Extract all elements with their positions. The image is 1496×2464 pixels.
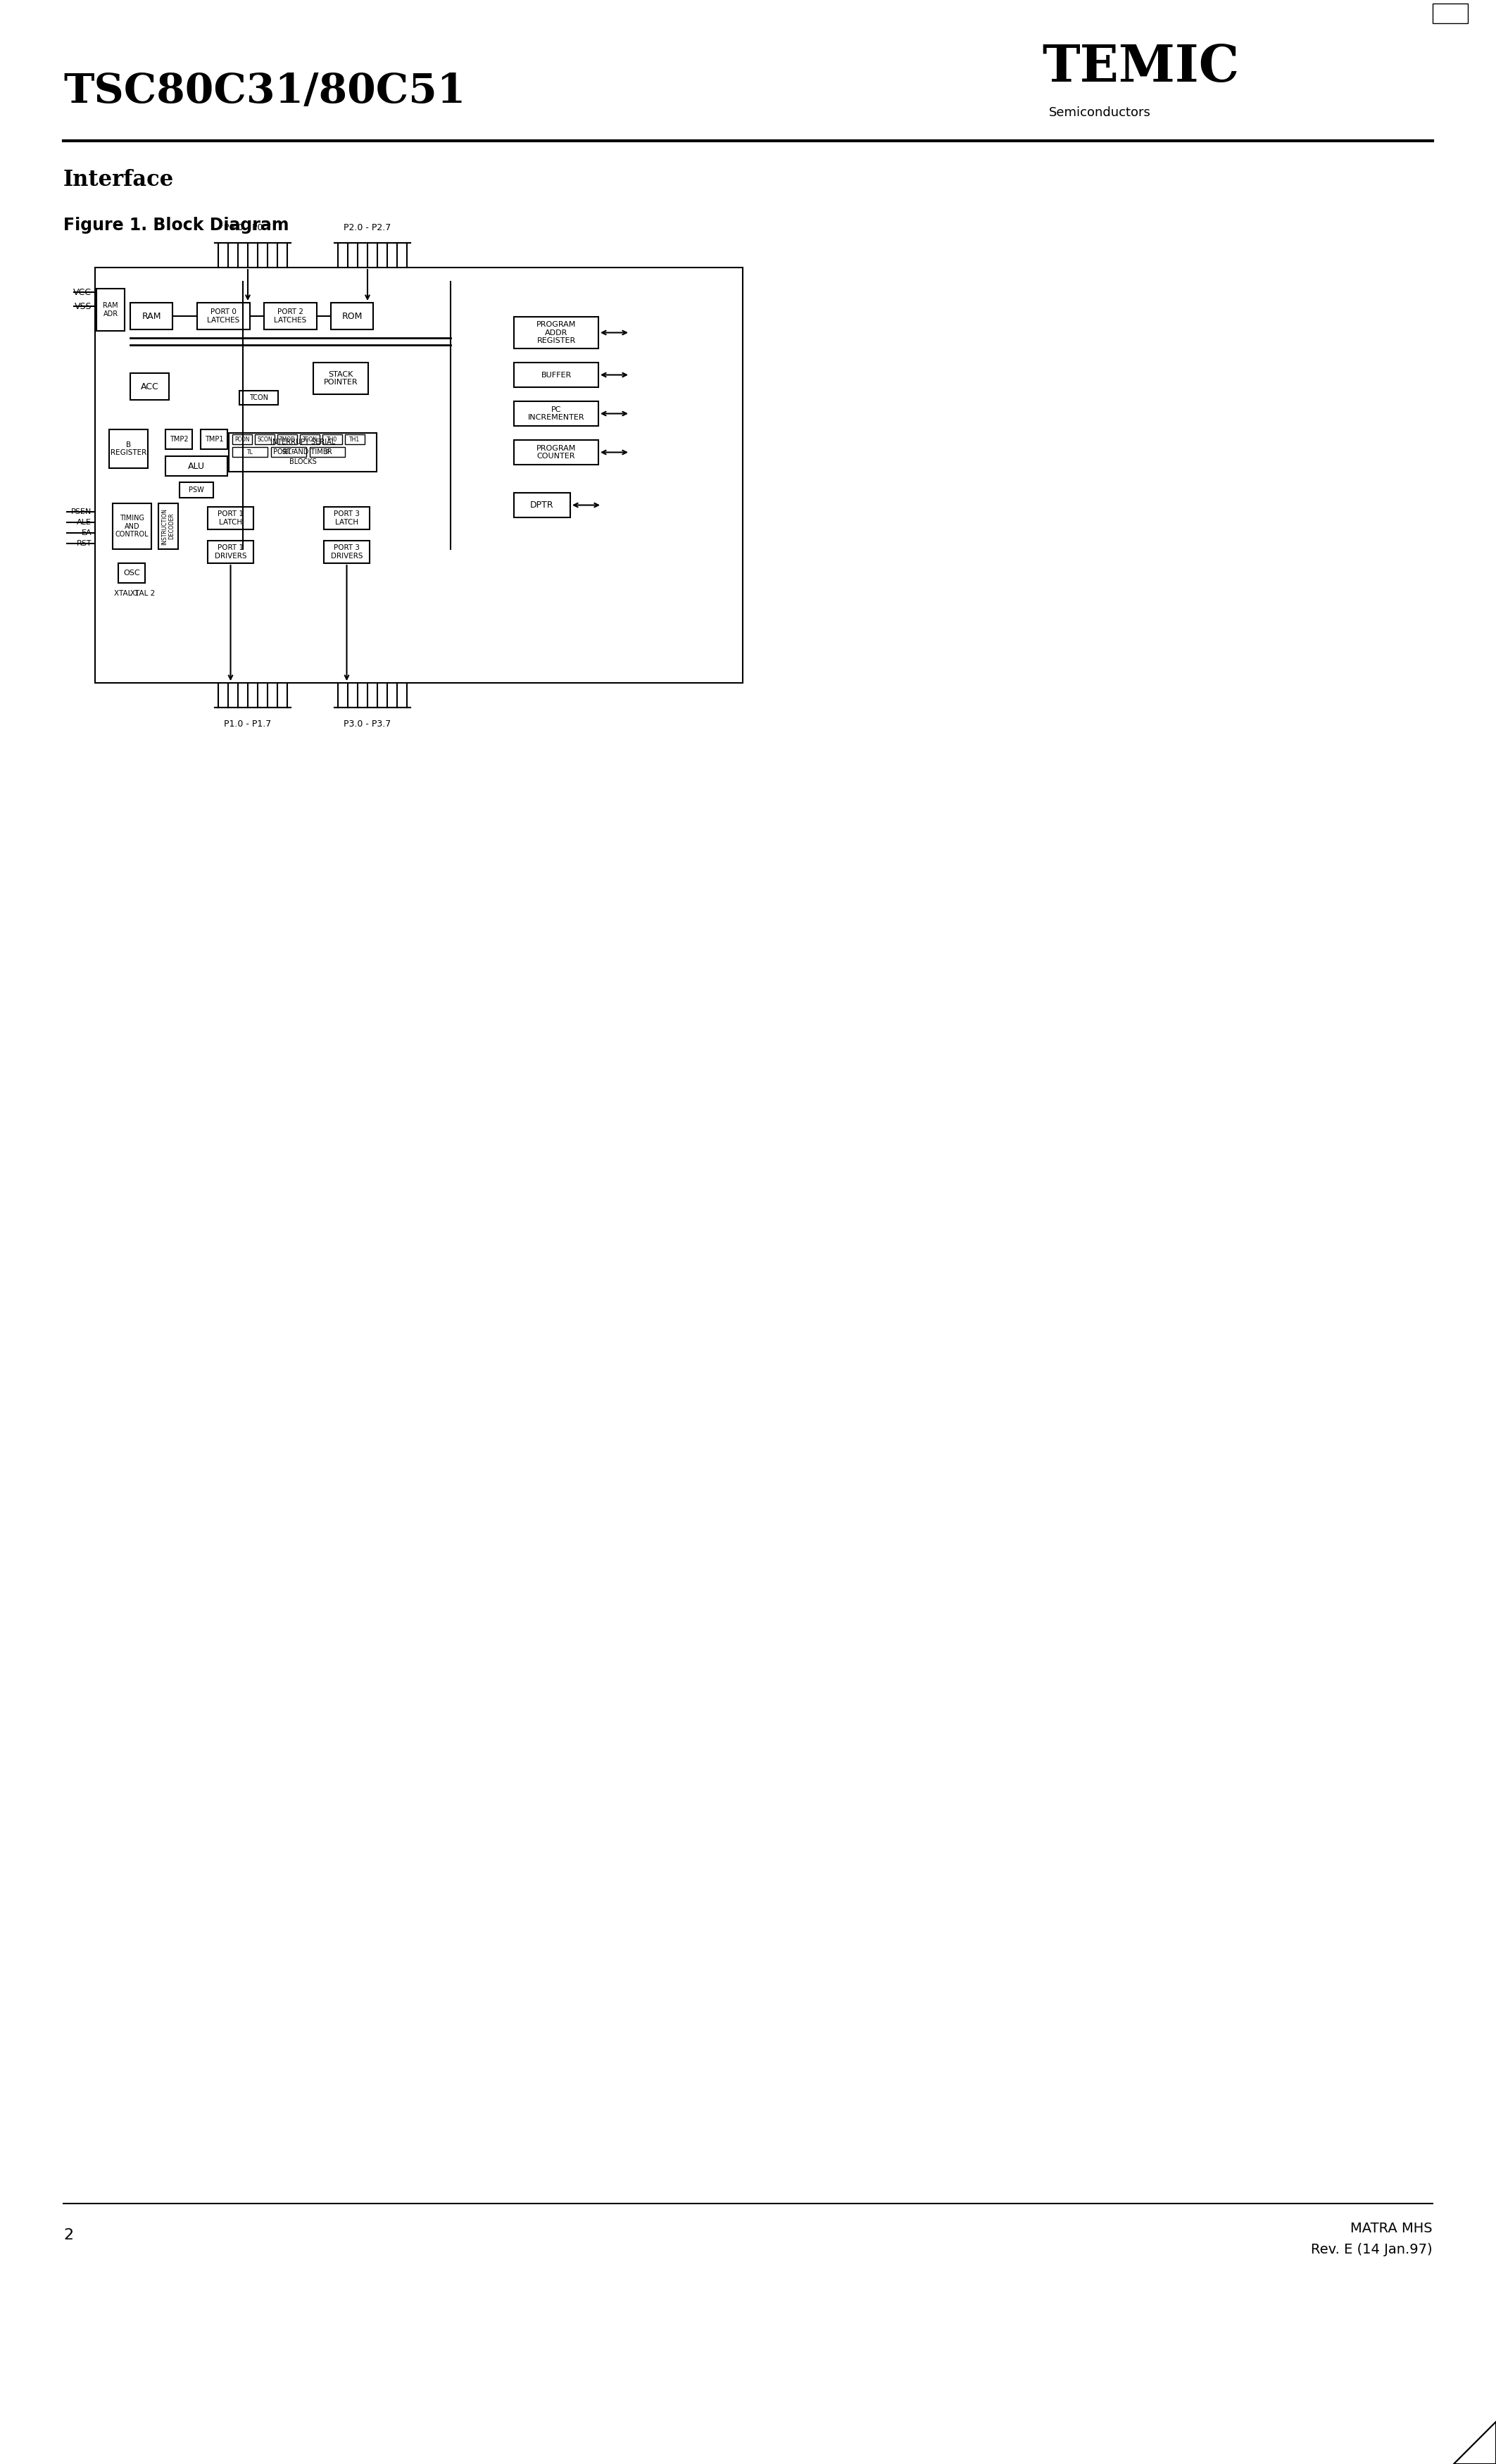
Text: P2.0 - P2.7: P2.0 - P2.7 [344, 224, 390, 232]
Bar [197, 303, 250, 330]
Bar [159, 503, 178, 549]
Bar [130, 372, 169, 399]
Bar [1433, 2, 1468, 22]
Text: P3.0 - P3.7: P3.0 - P3.7 [344, 719, 390, 729]
Bar [166, 429, 191, 448]
Text: PSW: PSW [188, 485, 203, 493]
Text: PROGRAM
COUNTER: PROGRAM COUNTER [537, 444, 576, 461]
Text: PORT 2
LATCHES: PORT 2 LATCHES [274, 308, 307, 323]
Text: PROGRAM
ADDR
REGISTER: PROGRAM ADDR REGISTER [537, 320, 576, 345]
Text: IP: IP [325, 448, 329, 456]
Text: DPTR: DPTR [530, 500, 554, 510]
Bar [239, 392, 278, 404]
Text: MATRA MHS: MATRA MHS [1351, 2223, 1433, 2235]
Text: TH1: TH1 [350, 436, 361, 444]
Text: TH0: TH0 [328, 436, 338, 444]
Bar [109, 429, 148, 468]
Text: ACC: ACC [141, 382, 159, 392]
Bar [96, 269, 742, 683]
Bar [271, 446, 307, 456]
Text: PORT 3
DRIVERS: PORT 3 DRIVERS [331, 545, 362, 559]
Bar [515, 441, 598, 466]
Text: BUFFER: BUFFER [542, 372, 571, 379]
Text: ROM: ROM [341, 310, 362, 320]
Text: TL: TL [247, 448, 253, 456]
Text: INTERRUPT SERIAL: INTERRUPT SERIAL [271, 439, 335, 446]
Bar [515, 493, 570, 517]
Text: Interface: Interface [63, 168, 174, 190]
Bar [166, 456, 227, 476]
Bar [299, 434, 320, 444]
Bar [200, 429, 227, 448]
Text: RAM: RAM [142, 310, 162, 320]
Text: 2: 2 [63, 2227, 73, 2242]
Bar [96, 288, 124, 330]
Bar [323, 434, 343, 444]
Text: Rev. E (14 Jan.97): Rev. E (14 Jan.97) [1310, 2242, 1433, 2257]
Bar [323, 540, 370, 564]
Text: PC
INCREMENTER: PC INCREMENTER [528, 407, 585, 421]
Bar [346, 434, 365, 444]
Text: TMOD: TMOD [280, 436, 295, 444]
Text: ALE: ALE [76, 520, 91, 525]
Text: SBLF: SBLF [283, 448, 295, 456]
Text: SCON: SCON [257, 436, 272, 444]
Text: Figure 1. Block Diagram: Figure 1. Block Diagram [63, 217, 289, 234]
Bar [232, 434, 251, 444]
Bar [130, 303, 172, 330]
Text: PCON: PCON [235, 436, 250, 444]
Bar [208, 540, 253, 564]
Text: OSC: OSC [123, 569, 141, 577]
Text: PORT 3
LATCH: PORT 3 LATCH [334, 510, 359, 525]
Text: B
REGISTER: B REGISTER [111, 441, 147, 456]
Text: TCON: TCON [302, 436, 317, 444]
Bar [323, 508, 370, 530]
Bar [254, 434, 275, 444]
Bar [180, 483, 214, 498]
Text: P1.0 - P1.7: P1.0 - P1.7 [224, 719, 271, 729]
Bar [313, 362, 368, 394]
Text: PORT 1
LATCH: PORT 1 LATCH [217, 510, 244, 525]
Text: TMP1: TMP1 [205, 436, 223, 444]
Text: XTAL 2: XTAL 2 [130, 589, 156, 596]
Bar [515, 318, 598, 347]
Text: TSC80C31/80C51: TSC80C31/80C51 [63, 71, 465, 111]
Bar [277, 434, 298, 444]
Text: BLOCKS: BLOCKS [289, 458, 316, 466]
Text: ALU: ALU [188, 461, 205, 471]
Text: TEMIC: TEMIC [1041, 42, 1239, 91]
Text: VCC: VCC [73, 288, 91, 296]
Text: RST: RST [76, 540, 91, 547]
Text: P0.0 - P0.7: P0.0 - P0.7 [224, 224, 272, 232]
Text: TIMING
AND
CONTROL: TIMING AND CONTROL [115, 515, 148, 537]
Text: PORT 1
DRIVERS: PORT 1 DRIVERS [214, 545, 247, 559]
Bar [331, 303, 373, 330]
Text: PSEN: PSEN [70, 508, 91, 515]
Text: TCON: TCON [250, 394, 268, 402]
Text: XTAL 1: XTAL 1 [114, 589, 139, 596]
Bar [310, 446, 346, 456]
Text: Semiconductors: Semiconductors [1049, 106, 1150, 118]
Text: STACK
POINTER: STACK POINTER [323, 370, 358, 387]
Polygon shape [1454, 2422, 1496, 2464]
Bar [118, 564, 145, 584]
Bar [229, 434, 377, 471]
Bar [263, 303, 317, 330]
Text: RAM
ADR: RAM ADR [103, 303, 118, 318]
Text: EA: EA [81, 530, 91, 537]
Bar [515, 362, 598, 387]
Text: PORT 0
LATCHES: PORT 0 LATCHES [208, 308, 239, 323]
Bar [112, 503, 151, 549]
Bar [208, 508, 253, 530]
Text: INSTRUCTION
DECODER: INSTRUCTION DECODER [162, 508, 175, 545]
Bar [232, 446, 268, 456]
Text: VSS: VSS [75, 301, 91, 310]
Text: TMP2: TMP2 [169, 436, 188, 444]
Text: PORT AND TIMER: PORT AND TIMER [274, 448, 332, 456]
Bar [515, 402, 598, 426]
